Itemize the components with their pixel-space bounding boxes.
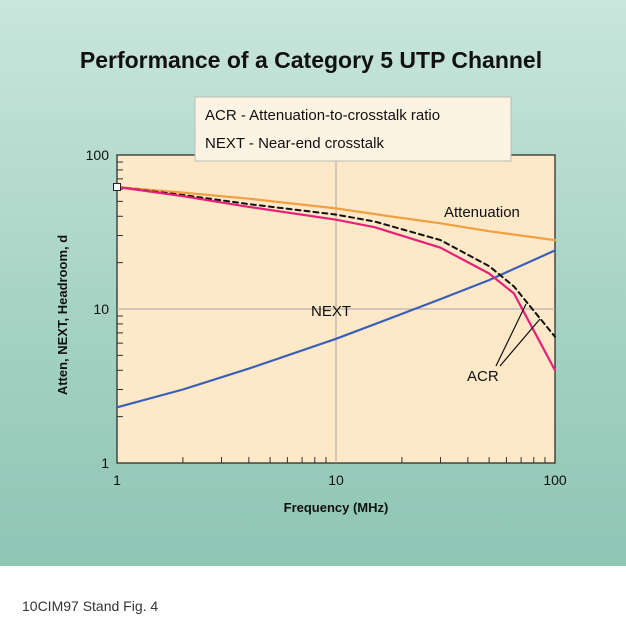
y-tick-label: 1 (101, 455, 109, 471)
legend-box: ACR - Attenuation-to-crosstalk ratio NEX… (194, 96, 512, 162)
minor-ticks (117, 161, 546, 463)
x-tick-label: 10 (328, 472, 344, 488)
x-tick-label: 100 (543, 472, 567, 488)
legend-entry-next: NEXT - Near-end crosstalk (205, 135, 384, 152)
acr-pointer-dashed (499, 318, 541, 367)
series-line-acr-dashed (116, 186, 556, 338)
y-tick-label: 100 (86, 147, 110, 163)
chart: Performance of a Category 5 UTP Channel … (55, 47, 567, 515)
series-line-next (115, 249, 557, 409)
x-axis-label: Frequency (MHz) (284, 500, 389, 515)
series-line-attenuation (115, 185, 557, 242)
chart-title: Performance of a Category 5 UTP Channel (80, 47, 542, 73)
series-layer (115, 185, 557, 409)
legend-entry-acr: ACR - Attenuation-to-crosstalk ratio (205, 107, 440, 124)
gridlines (117, 155, 555, 463)
x-tick-labels: 1 10 100 (113, 472, 567, 488)
annotation-attenuation: Attenuation (444, 204, 520, 221)
acr-pointer-solid (495, 303, 527, 367)
annotation-next: NEXT (311, 303, 351, 320)
y-axis-label: Atten, NEXT, Headroom, d (55, 235, 70, 395)
annotation-acr: ACR (467, 368, 499, 385)
y-tick-labels: 1 10 100 (86, 147, 110, 471)
figure-caption: 10CIM97 Stand Fig. 4 (22, 598, 159, 614)
y-tick-label: 10 (93, 301, 109, 317)
x-tick-label: 1 (113, 472, 121, 488)
start-point-marker (113, 182, 121, 191)
point-layer (113, 182, 121, 191)
legend-background (194, 96, 512, 162)
series-line-acr (115, 185, 557, 372)
